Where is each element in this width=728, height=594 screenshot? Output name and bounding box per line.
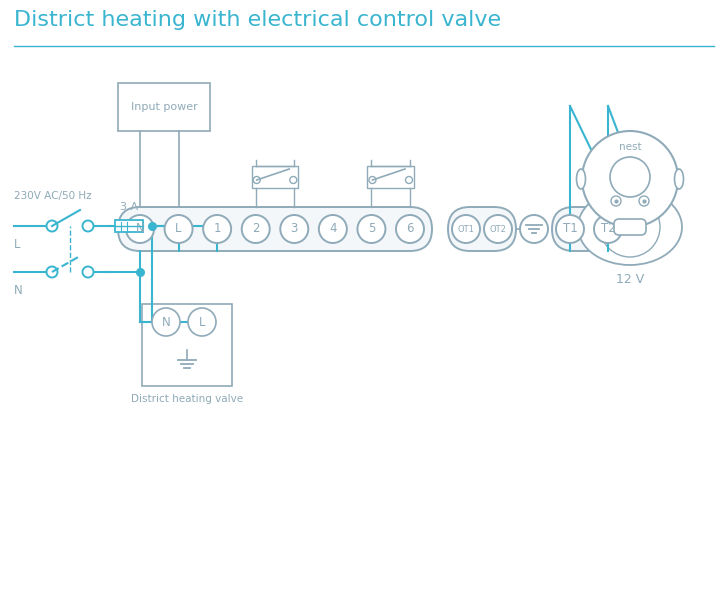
FancyBboxPatch shape xyxy=(552,207,628,251)
FancyBboxPatch shape xyxy=(118,207,432,251)
Text: OT1: OT1 xyxy=(458,225,475,233)
Ellipse shape xyxy=(578,189,682,265)
Circle shape xyxy=(290,176,297,184)
FancyBboxPatch shape xyxy=(614,219,646,235)
Text: 6: 6 xyxy=(406,223,414,235)
Text: T2: T2 xyxy=(601,223,615,235)
Circle shape xyxy=(610,157,650,197)
Circle shape xyxy=(47,267,58,277)
Circle shape xyxy=(165,215,193,243)
Ellipse shape xyxy=(675,169,684,189)
Circle shape xyxy=(611,196,621,206)
FancyBboxPatch shape xyxy=(115,220,143,232)
Text: OT2: OT2 xyxy=(489,225,507,233)
Text: N: N xyxy=(162,315,170,328)
Circle shape xyxy=(396,215,424,243)
Text: L: L xyxy=(199,315,205,328)
Text: 3 A: 3 A xyxy=(120,202,138,212)
Text: 2: 2 xyxy=(252,223,259,235)
Circle shape xyxy=(405,176,413,184)
Circle shape xyxy=(152,308,180,336)
Text: nest: nest xyxy=(619,142,641,152)
Circle shape xyxy=(520,215,548,243)
Circle shape xyxy=(357,215,385,243)
Text: nest: nest xyxy=(621,213,639,222)
Circle shape xyxy=(484,215,512,243)
Ellipse shape xyxy=(577,169,585,189)
Circle shape xyxy=(203,215,232,243)
Text: T1: T1 xyxy=(563,223,577,235)
Circle shape xyxy=(47,220,58,232)
Text: 1: 1 xyxy=(213,223,221,235)
Text: N: N xyxy=(135,223,144,235)
Circle shape xyxy=(280,215,308,243)
Circle shape xyxy=(639,196,649,206)
FancyBboxPatch shape xyxy=(448,207,516,251)
Circle shape xyxy=(556,215,584,243)
Text: 230V AC/50 Hz: 230V AC/50 Hz xyxy=(14,191,92,201)
Circle shape xyxy=(594,215,622,243)
Circle shape xyxy=(369,176,376,184)
FancyBboxPatch shape xyxy=(142,304,232,386)
Circle shape xyxy=(188,308,216,336)
Text: N: N xyxy=(14,283,23,296)
Text: Input power: Input power xyxy=(131,102,198,112)
Circle shape xyxy=(126,215,154,243)
Text: L: L xyxy=(175,223,182,235)
Text: 4: 4 xyxy=(329,223,336,235)
Circle shape xyxy=(452,215,480,243)
Circle shape xyxy=(582,131,678,227)
Circle shape xyxy=(82,220,93,232)
Text: 5: 5 xyxy=(368,223,375,235)
Text: L: L xyxy=(14,238,20,251)
FancyBboxPatch shape xyxy=(118,83,210,131)
Circle shape xyxy=(253,176,260,184)
Text: 12 V: 12 V xyxy=(616,273,644,286)
Circle shape xyxy=(242,215,269,243)
Text: District heating with electrical control valve: District heating with electrical control… xyxy=(14,10,501,30)
Text: District heating valve: District heating valve xyxy=(131,394,243,404)
Text: 3: 3 xyxy=(290,223,298,235)
Circle shape xyxy=(319,215,347,243)
Circle shape xyxy=(82,267,93,277)
